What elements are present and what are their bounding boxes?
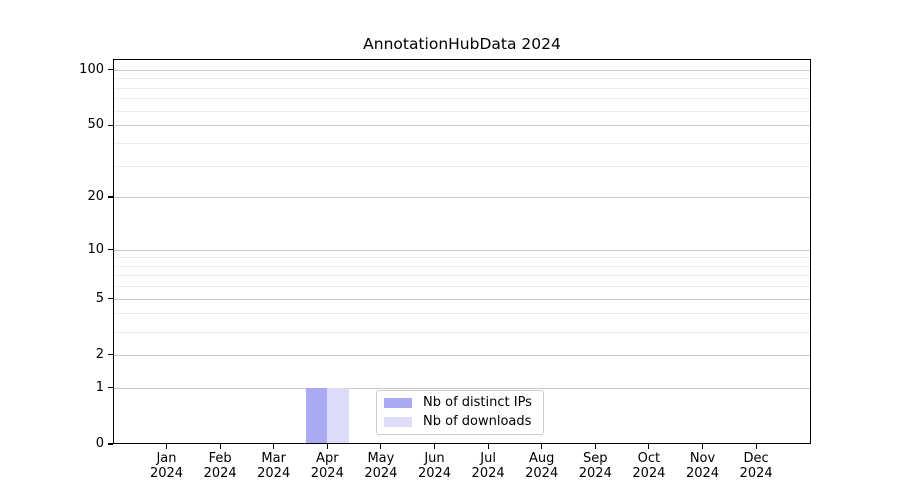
plot-area [113, 58, 811, 444]
x-tick-month: Feb [208, 451, 232, 466]
legend-item-distinct-ips: Nb of distinct IPs [384, 396, 536, 410]
bar-downloads-apr [327, 387, 349, 444]
y-gridline-minor [114, 165, 810, 167]
x-tick-month: Oct [637, 451, 661, 466]
x-tick-year: 2024 [364, 466, 398, 481]
y-tick-label: 10 [87, 241, 104, 257]
x-tick-year: 2024 [417, 466, 452, 481]
x-tick [648, 444, 650, 449]
legend-label-distinct-ips: Nb of distinct IPs [423, 395, 532, 410]
legend: Nb of distinct IPs Nb of downloads [376, 390, 544, 435]
y-gridline-minor [114, 98, 810, 100]
x-tick-month: Dec [743, 451, 769, 466]
y-gridline-major [114, 387, 810, 389]
y-gridline-major [114, 354, 810, 356]
x-tick-year: 2024 [257, 466, 291, 481]
y-gridline-major [114, 69, 810, 71]
x-tick-label: May 2024 [354, 451, 408, 481]
x-tick [165, 444, 168, 449]
y-gridline-major [114, 197, 810, 199]
x-tick [541, 444, 543, 449]
x-tick [701, 444, 704, 449]
x-tick-month: Jan [156, 451, 177, 466]
legend-swatch-distinct-ips-icon [384, 398, 412, 408]
y-gridline-minor [114, 78, 810, 80]
x-tick-month: May [367, 451, 395, 466]
y-tick [108, 298, 113, 300]
x-tick-year: 2024 [685, 466, 720, 481]
x-tick [273, 444, 275, 449]
y-gridline-major [114, 125, 810, 127]
y-tick [108, 69, 113, 71]
y-gridline-minor [114, 286, 810, 288]
y-tick-label: 100 [79, 61, 104, 77]
x-tick [326, 444, 328, 449]
y-gridline-minor [114, 275, 810, 277]
x-tick-label: Dec 2024 [729, 451, 783, 481]
x-tick-month: Aug [528, 451, 555, 466]
y-tick-label: 5 [95, 290, 104, 306]
x-tick-month: Jun [424, 451, 445, 466]
x-tick-label: Jan 2024 [140, 451, 194, 481]
x-tick-year: 2024 [525, 466, 559, 481]
y-tick [108, 443, 113, 445]
x-tick-label: Jun 2024 [408, 451, 462, 481]
x-tick-month: Sep [583, 451, 608, 466]
y-gridline-minor [114, 110, 810, 112]
x-tick-year: 2024 [203, 466, 237, 481]
x-tick-year: 2024 [578, 466, 612, 481]
legend-item-downloads: Nb of downloads [384, 415, 536, 429]
y-tick-label: 20 [87, 189, 104, 205]
x-tick [219, 444, 221, 449]
x-tick-label: Apr 2024 [300, 451, 354, 481]
x-tick-year: 2024 [471, 466, 505, 481]
x-tick-label: Sep 2024 [568, 451, 622, 481]
chart-title: AnnotationHubData 2024 [363, 35, 561, 53]
bar-distinct-ips-apr [305, 387, 328, 444]
x-tick-label: Jul 2024 [461, 451, 515, 481]
y-gridline-major [114, 298, 810, 300]
y-tick-label: 2 [95, 346, 104, 362]
x-tick-year: 2024 [739, 466, 773, 481]
x-tick-month: Mar [261, 451, 286, 466]
x-tick-year: 2024 [149, 466, 184, 481]
y-gridline-minor [114, 142, 810, 144]
x-tick-year: 2024 [632, 466, 666, 481]
y-gridline-minor [114, 87, 810, 89]
y-tick [108, 354, 113, 356]
y-tick-label: 1 [95, 379, 104, 395]
y-gridline-minor [114, 331, 810, 333]
legend-swatch-downloads-icon [384, 417, 412, 427]
x-tick-label: Feb 2024 [193, 451, 247, 481]
y-tick [108, 124, 113, 126]
y-gridline-minor [114, 313, 810, 315]
y-tick-label: 50 [87, 117, 104, 133]
legend-label-downloads: Nb of downloads [423, 414, 532, 429]
x-tick [594, 444, 596, 449]
y-tick [108, 196, 113, 198]
x-tick-label: Nov 2024 [676, 451, 730, 481]
x-tick-year: 2024 [310, 466, 344, 481]
x-tick [433, 444, 436, 449]
y-tick [108, 387, 113, 389]
x-tick-month: Jul [480, 451, 496, 466]
y-tick-label: 0 [95, 436, 104, 451]
x-tick-month: Apr [316, 451, 339, 466]
x-tick [755, 444, 757, 449]
x-tick-month: Nov [689, 451, 716, 466]
y-tick [108, 248, 113, 251]
y-gridline-minor [114, 265, 810, 267]
y-gridline-minor [114, 257, 810, 259]
x-tick-label: Aug 2024 [515, 451, 569, 481]
x-tick [487, 444, 489, 449]
x-tick-label: Oct 2024 [622, 451, 676, 481]
x-tick-label: Mar 2024 [247, 451, 301, 481]
y-gridline-major [114, 249, 810, 251]
x-tick [380, 444, 382, 449]
